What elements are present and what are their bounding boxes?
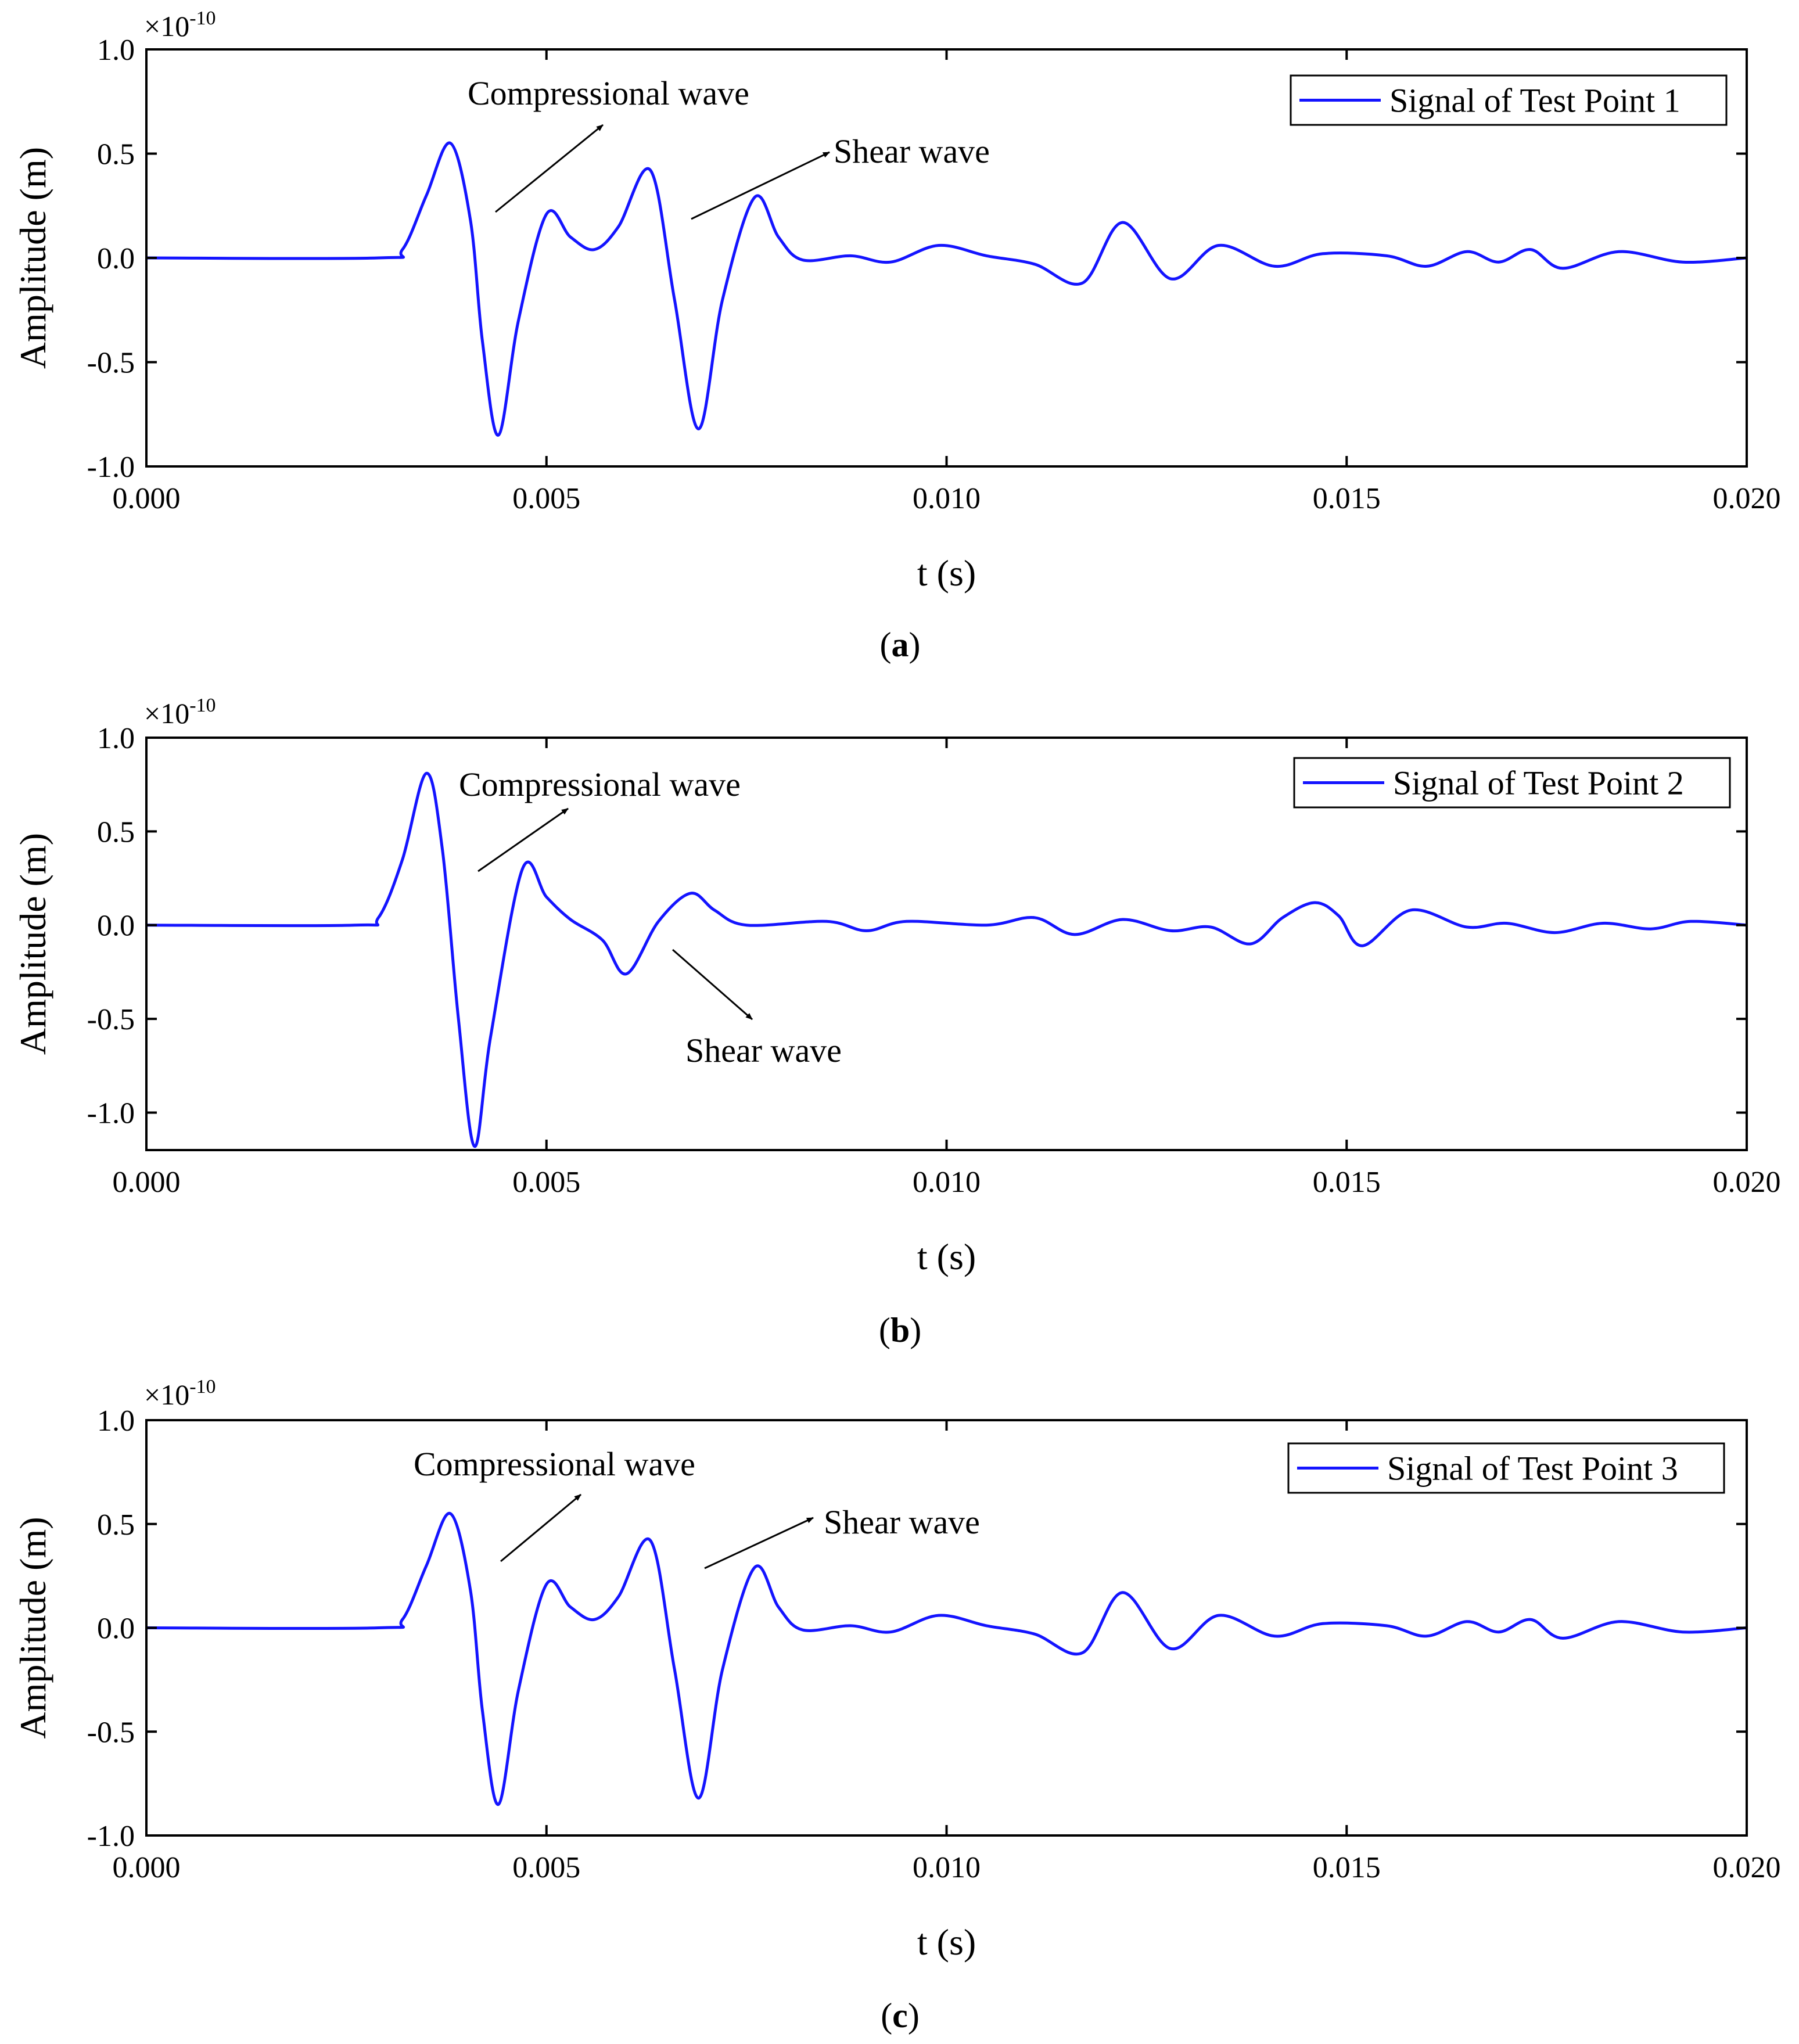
y-multiplier: ×10-10: [144, 1376, 216, 1411]
x-axis-title: t (s): [917, 552, 976, 594]
y-axis-title: Amplitude (m): [12, 833, 53, 1055]
caption-close: ): [908, 1996, 920, 2035]
chart-panel-a: 0.000 0.005 0.010 0.015 0.020 1.0 0.5 0.0 -0.5 -1…: [12, 8, 1781, 664]
caption-close: ): [909, 626, 921, 664]
x-tick-label: 0.010: [913, 1851, 981, 1884]
x-tick-label: 0.020: [1713, 1851, 1781, 1884]
x-tick-label: 0.020: [1713, 1166, 1781, 1199]
x-tick-label: 0.000: [113, 1851, 181, 1884]
y-tick-label: 1.0: [97, 722, 135, 755]
y-tick-label: 0.0: [97, 910, 135, 943]
annotation-label: Shear wave: [834, 132, 990, 170]
x-tick-label: 0.005: [512, 1851, 580, 1884]
legend: Signal of Test Point 3: [1287, 1442, 1725, 1494]
annotation-arrow: [500, 1493, 581, 1562]
x-tick-label: 0.005: [512, 1166, 580, 1199]
multiplier-base: ×10: [144, 10, 189, 42]
y-tick-label: 0.5: [97, 138, 135, 171]
series-line: [146, 141, 1747, 437]
annotation-arrow: [495, 124, 604, 213]
y-tick-label: 0.0: [97, 242, 135, 275]
x-tick-label: 0.000: [113, 482, 181, 515]
y-multiplier: ×10-10: [144, 8, 216, 42]
legend: Signal of Test Point 2: [1293, 757, 1731, 809]
caption-letter: a: [892, 626, 909, 664]
y-axis-title: Amplitude (m): [12, 1517, 53, 1738]
annotation-label: Compressional wave: [459, 766, 741, 803]
y-tick-label: 0.0: [97, 1612, 135, 1646]
caption-open: (: [880, 626, 892, 664]
chart-panel-c: 0.000 0.005 0.010 0.015 0.020 1.0 0.5 0.0 -0.5 -1…: [12, 1376, 1781, 2035]
x-tick-label: 0.015: [1313, 482, 1381, 515]
x-axis-title: t (s): [917, 1921, 976, 1963]
y-tick-label: -0.5: [87, 347, 135, 380]
x-tick-label: 0.010: [913, 482, 981, 515]
series-line: [146, 771, 1747, 1148]
x-tick-label: 0.020: [1713, 482, 1781, 515]
annotation-label: Shear wave: [824, 1503, 980, 1541]
multiplier-exponent: -10: [189, 695, 216, 716]
legend: Signal of Test Point 1: [1290, 74, 1728, 126]
y-tick-label: 0.5: [97, 1508, 135, 1542]
chart-panel-b: 0.000 0.005 0.010 0.015 0.020 1.0 0.5 0.0 -0.5 -1…: [12, 695, 1781, 1349]
multiplier-base: ×10: [144, 1378, 189, 1411]
x-axis-title: t (s): [917, 1236, 976, 1277]
annotation-label: Compressional wave: [414, 1445, 695, 1483]
y-tick-label: -0.5: [87, 1003, 135, 1036]
x-tick-label: 0.015: [1313, 1851, 1381, 1884]
multiplier-exponent: -10: [189, 1376, 216, 1398]
panel-caption: (c): [881, 1996, 920, 2035]
y-tick-label: -1.0: [87, 1820, 135, 1853]
y-tick-label: 0.5: [97, 816, 135, 849]
y-tick-label: 1.0: [97, 34, 135, 67]
caption-letter: b: [890, 1311, 910, 1349]
y-multiplier: ×10-10: [144, 695, 216, 730]
legend-label: Signal of Test Point 2: [1393, 764, 1684, 802]
legend-label: Signal of Test Point 1: [1389, 82, 1680, 120]
annotation-arrow: [477, 807, 569, 872]
y-tick-label: -1.0: [87, 451, 135, 484]
legend-label: Signal of Test Point 3: [1387, 1450, 1678, 1488]
y-tick-label: 1.0: [97, 1404, 135, 1438]
annotation-arrow: [672, 949, 753, 1021]
x-tick-label: 0.000: [113, 1166, 181, 1199]
series-line: [146, 1512, 1747, 1806]
annotation-label: Compressional wave: [468, 74, 749, 112]
annotation-arrow: [704, 1517, 814, 1569]
multiplier-exponent: -10: [189, 8, 216, 29]
y-tick-label: -0.5: [87, 1716, 135, 1749]
annotation-arrow: [691, 151, 830, 220]
panel-caption: (a): [880, 626, 921, 664]
x-tick-label: 0.005: [512, 482, 580, 515]
x-tick-label: 0.010: [913, 1166, 981, 1199]
panel-caption: (b): [879, 1311, 921, 1349]
x-tick-label: 0.015: [1313, 1166, 1381, 1199]
annotation-label: Shear wave: [685, 1032, 842, 1069]
caption-letter: c: [892, 1996, 908, 2035]
multiplier-base: ×10: [144, 697, 189, 730]
caption-open: (: [879, 1311, 890, 1349]
caption-open: (: [881, 1996, 892, 2035]
y-axis-title: Amplitude (m): [12, 147, 53, 369]
y-tick-label: -1.0: [87, 1097, 135, 1130]
caption-close: ): [910, 1311, 921, 1349]
